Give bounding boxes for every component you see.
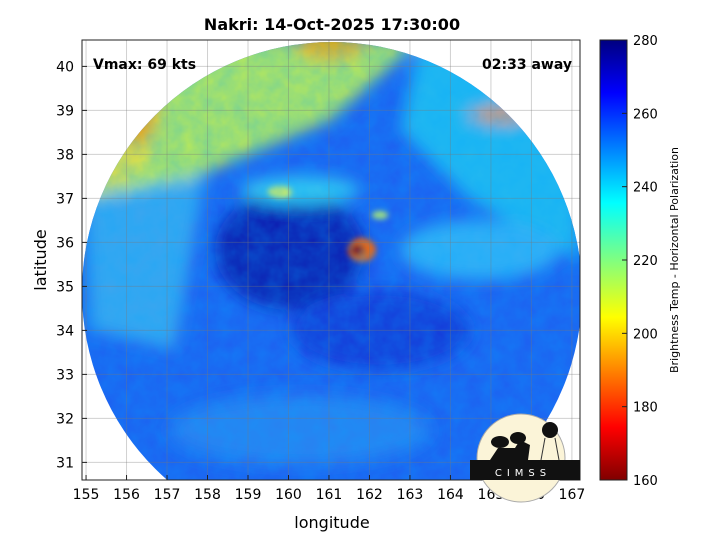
plot-frame	[81, 39, 581, 481]
cimss-logo: CIMSS	[470, 413, 580, 503]
x-tick-label: 160	[275, 487, 302, 503]
y-tick-label: 31	[56, 455, 74, 471]
colorbar-tick-label: 180	[633, 401, 658, 416]
y-tick-label: 32	[56, 411, 74, 427]
vmax-annotation: Vmax: 69 kts	[93, 57, 196, 73]
colorbar-tick-label: 280	[633, 34, 658, 49]
grid	[82, 40, 580, 480]
x-tick-label: 157	[154, 487, 181, 503]
y-tick-label: 37	[56, 191, 74, 207]
x-tick-label: 161	[316, 487, 343, 503]
x-tick-label: 155	[73, 487, 100, 503]
y-tick-label: 38	[56, 147, 74, 163]
y-axis-label: latitude	[31, 229, 50, 290]
x-tick-label: 159	[235, 487, 262, 503]
svg-text:CIMSS: CIMSS	[495, 468, 551, 479]
x-tick-label: 162	[356, 487, 383, 503]
colorbar-label: Brightness Temp - Horizontal Polarizatio…	[668, 147, 681, 373]
colorbar-tick-label: 220	[633, 254, 658, 269]
chart-title: Nakri: 14-Oct-2025 17:30:00	[204, 15, 460, 34]
axis-ticks: 1551561571581591601611621631641651661673…	[56, 59, 585, 503]
y-tick-label: 33	[56, 367, 74, 383]
satellite-image	[82, 42, 580, 480]
colorbar-tick-label: 160	[633, 474, 658, 489]
x-tick-label: 164	[437, 487, 464, 503]
y-tick-label: 34	[56, 323, 74, 339]
colorbar-ticks: 160 180 200 220 240 260 280	[622, 34, 658, 489]
y-tick-label: 35	[56, 279, 74, 295]
colorbar-tick-label: 200	[633, 327, 658, 342]
x-tick-label: 158	[194, 487, 221, 503]
x-tick-label: 156	[113, 487, 140, 503]
x-tick-label: 163	[397, 487, 424, 503]
colorbar-tick-label: 260	[633, 107, 658, 122]
colorbar-tick-label: 240	[633, 181, 658, 196]
x-axis-label: longitude	[294, 513, 369, 532]
time-away-annotation: 02:33 away	[482, 57, 572, 73]
y-tick-label: 36	[56, 235, 74, 251]
y-tick-label: 39	[56, 103, 74, 119]
x-tick-label: 167	[559, 487, 586, 503]
y-tick-label: 40	[56, 59, 74, 75]
